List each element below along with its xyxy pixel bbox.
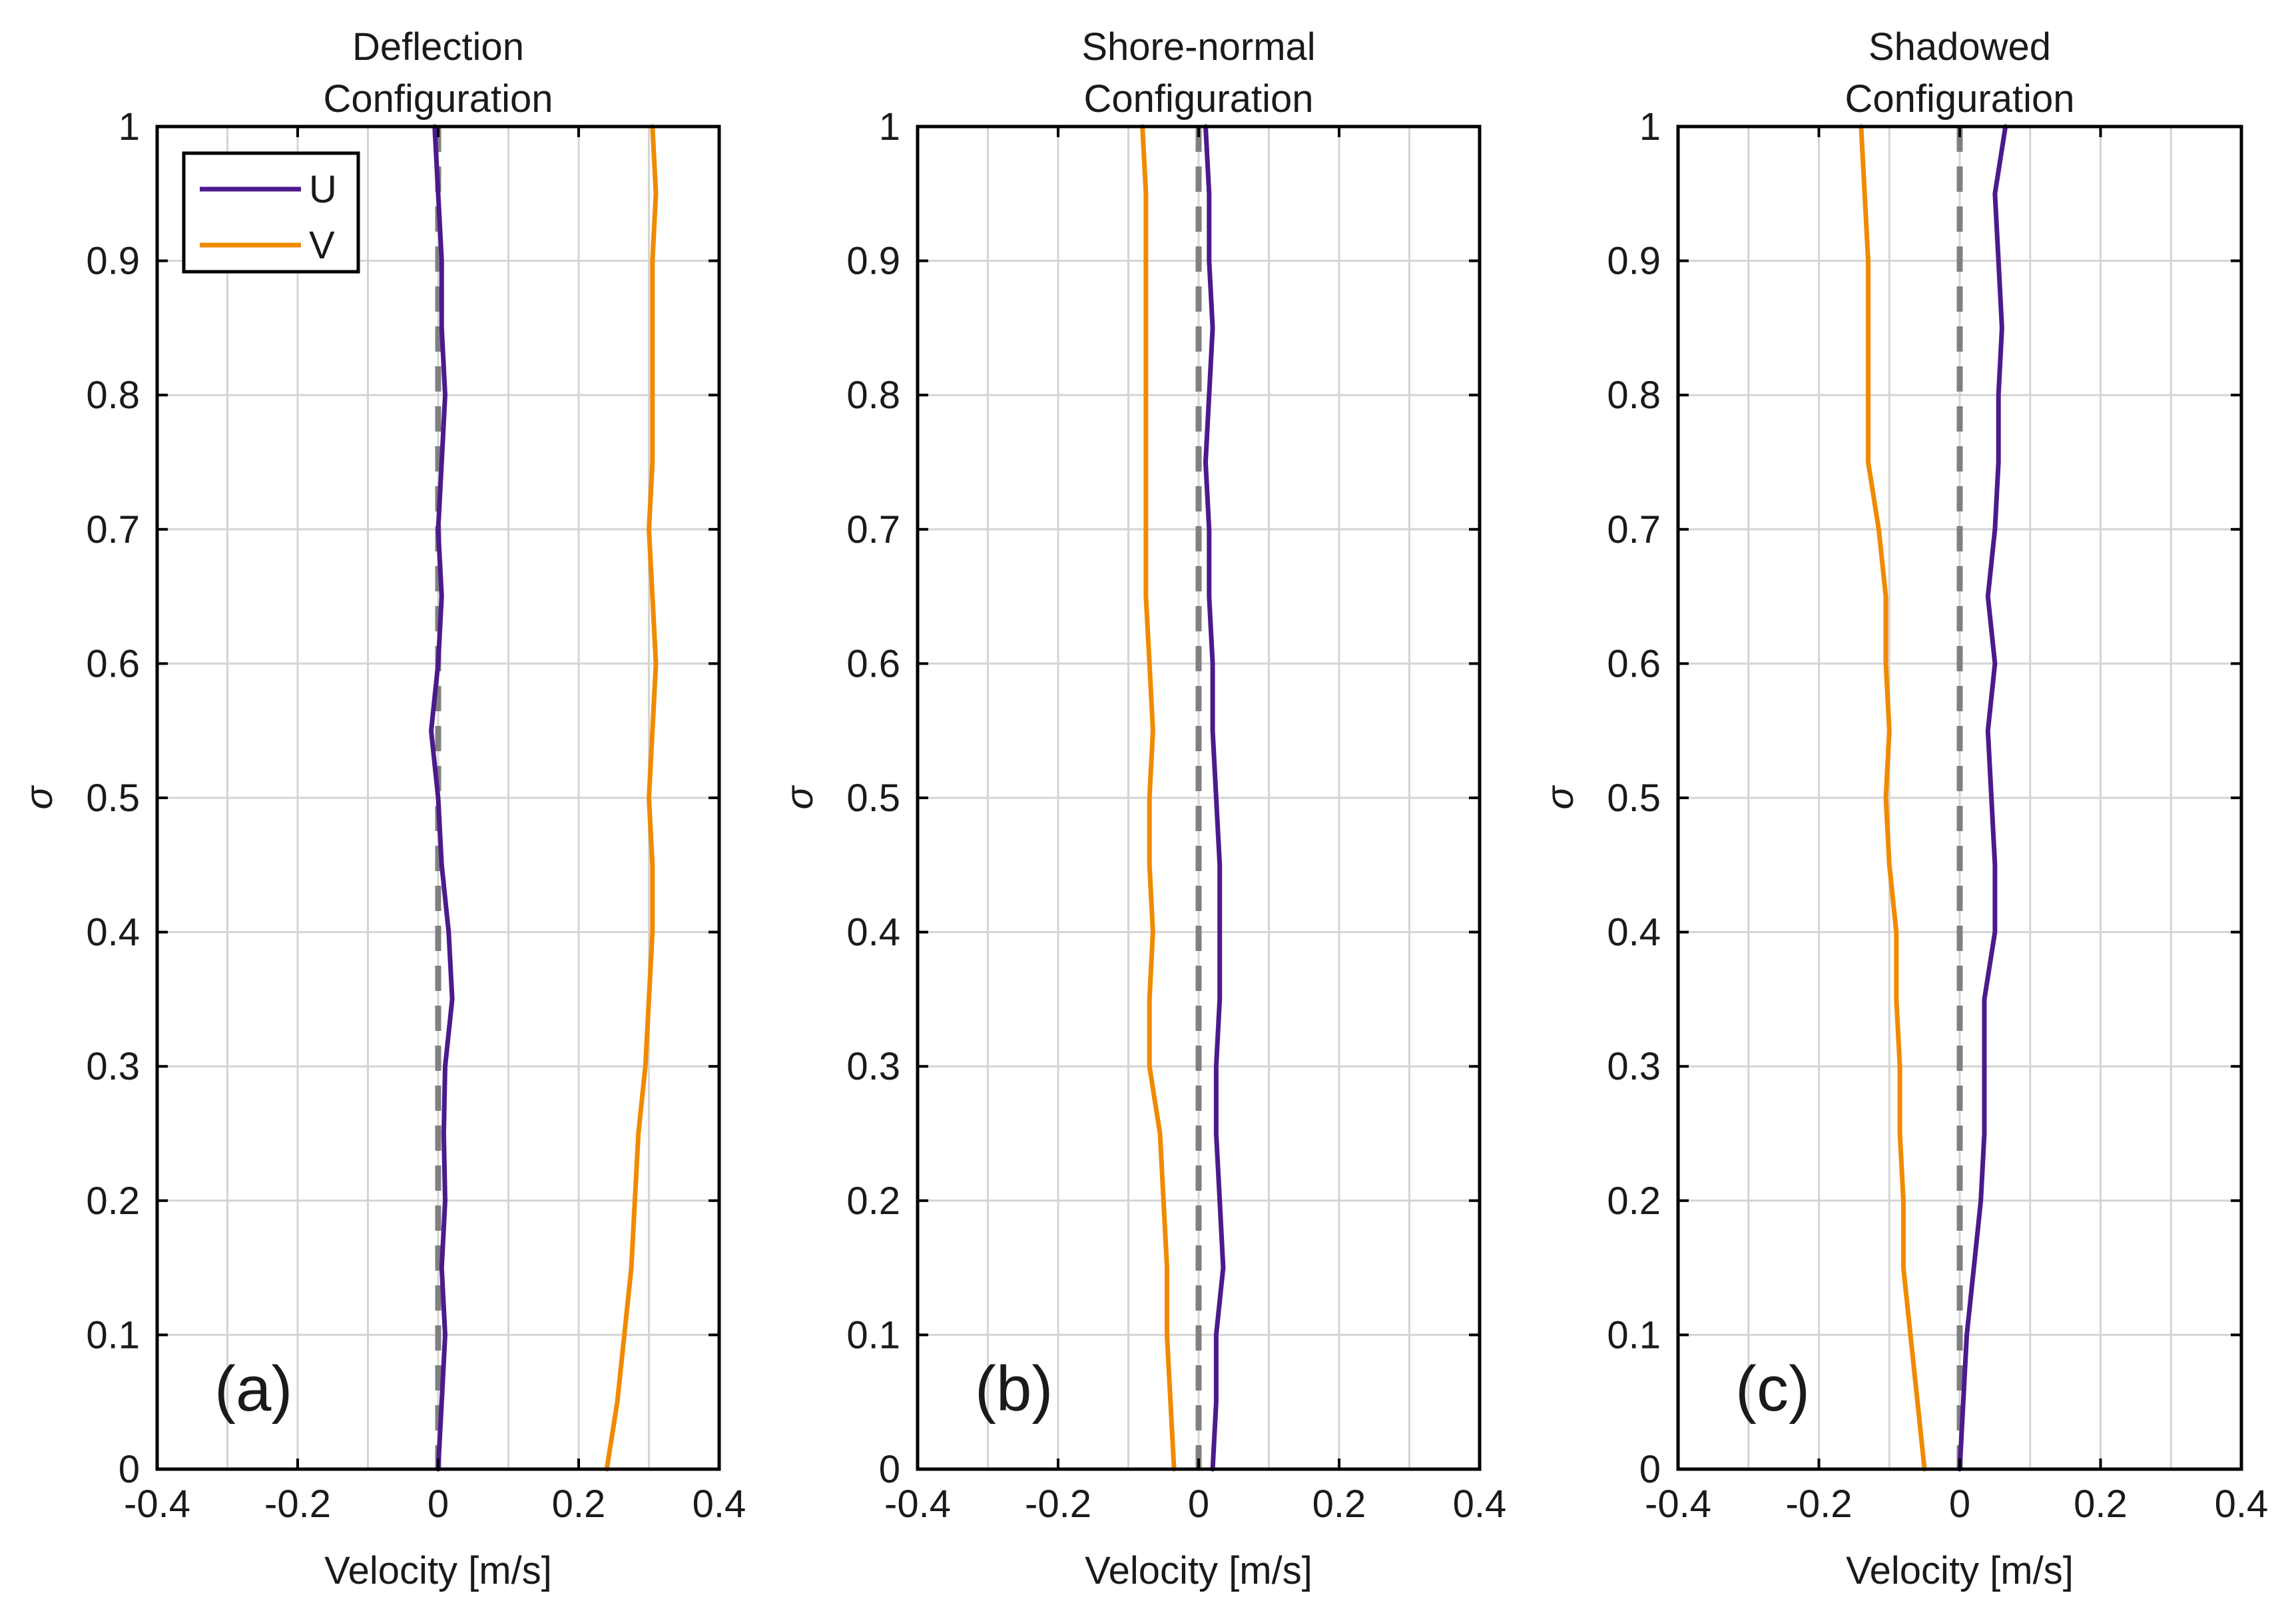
panel-1-panel-label: (a) [214,1353,292,1425]
panel-1-y-tick-label: 0.9 [86,240,140,283]
panel-1-title-line2: Configuration [324,77,553,121]
panel-2-x-tick-label: 0.4 [1453,1482,1507,1526]
panel-2-series-line-v [1140,124,1177,1472]
panel-3-series-line-u [1957,124,2008,1472]
panel-2-title-line2: Configuration [1084,77,1314,121]
panel-1-y-tick-label: 0.6 [86,642,140,685]
panel-2-y-tick-label: 0.6 [846,642,900,685]
panel-2-x-tick-label: -0.2 [1025,1482,1091,1526]
panel-2-y-tick-label: 0.8 [846,374,900,417]
panel-3-x-tick-label: -0.2 [1786,1482,1853,1526]
panel-1-y-tick-label: 0.2 [86,1179,140,1223]
panel-3-y-tick-label: 0.8 [1607,374,1661,417]
panel-3-y-tick-label: 0.1 [1607,1313,1661,1357]
panel-3-y-axis-label: σ [1538,785,1581,809]
panel-3-x-axis-label: Velocity [m/s] [1846,1549,2074,1592]
panel-2-y-tick-label: 0.2 [846,1179,900,1223]
panel-1-y-tick-label: 0.1 [86,1313,140,1357]
panel-2-x-tick-label: 0.2 [1312,1482,1366,1526]
panel-3-x-tick-label: -0.4 [1645,1482,1711,1526]
panel-2-title-line1: Shore-normal [1081,25,1315,69]
panel-3-x-tick-label: 0.2 [2074,1482,2128,1526]
panel-2-y-tick-label: 0.5 [846,777,900,820]
panel-3-y-tick-label: 1 [1639,105,1661,149]
panel-2-y-axis-label: σ [778,785,821,809]
panel-2-y-tick-label: 0.9 [846,240,900,283]
panel-1-legend-box [182,151,360,274]
panel-3-y-tick-label: 0.3 [1607,1045,1661,1088]
panel-1-series-line-v [604,124,659,1472]
panel-3-panel-label: (c) [1735,1353,1810,1425]
panel-2-y-tick-label: 0.1 [846,1313,900,1357]
panel-1-y-tick-label: 0.3 [86,1045,140,1088]
panel-1-series-line-u [429,124,455,1472]
panel-1-y-tick-label: 0.4 [86,911,140,954]
panel-2-x-axis-label: Velocity [m/s] [1085,1549,1312,1592]
panel-3-y-tick-label: 0.5 [1607,777,1661,820]
panel-3-title-line1: Shadowed [1868,25,2051,69]
panel-2-y-tick-label: 0 [879,1448,900,1491]
panel-1-y-tick-label: 0 [119,1448,140,1491]
panel-1-y-tick-label: 1 [119,105,140,149]
panel-2-x-tick-label: -0.4 [884,1482,951,1526]
panel-1-y-tick-label: 0.5 [86,777,140,820]
panel-1-y-axis-label: σ [17,785,61,809]
panel-3-series-line-v [1859,124,1927,1472]
panel-3-x-tick-label: 0 [1949,1482,1970,1526]
panel-1-legend-label-v: V [309,224,335,267]
panel-2-panel-label: (b) [975,1353,1053,1425]
panel-3-title-line2: Configuration [1845,77,2075,121]
panel-1-title-line1: Deflection [352,25,524,69]
panel-3-y-tick-label: 0 [1639,1448,1661,1491]
panel-1-x-tick-label: 0 [428,1482,449,1526]
panel-1-legend-label-u: U [309,168,337,211]
panel-3-y-tick-label: 0.9 [1607,240,1661,283]
panel-3-y-tick-label: 0.2 [1607,1179,1661,1223]
panel-1-x-tick-label: 0.4 [693,1482,746,1526]
panel-3-y-tick-label: 0.6 [1607,642,1661,685]
panel-1-x-tick-label: -0.2 [264,1482,331,1526]
panel-1-x-tick-label: -0.4 [124,1482,190,1526]
panel-2-series-line-u [1203,124,1226,1472]
panel-1-y-tick-label: 0.8 [86,374,140,417]
panel-2-y-tick-label: 1 [879,105,900,149]
panel-1-y-tick-label: 0.7 [86,508,140,551]
panel-3-x-tick-label: 0.4 [2215,1482,2269,1526]
panel-3-y-tick-label: 0.4 [1607,911,1661,954]
panel-1-x-axis-label: Velocity [m/s] [324,1549,552,1592]
panel-1-x-tick-label: 0.2 [552,1482,606,1526]
panel-2-y-tick-label: 0.4 [846,911,900,954]
panel-3-y-tick-label: 0.7 [1607,508,1661,551]
panel-2-x-tick-label: 0 [1188,1482,1209,1526]
panel-2-y-tick-label: 0.3 [846,1045,900,1088]
panel-2-y-tick-label: 0.7 [846,508,900,551]
